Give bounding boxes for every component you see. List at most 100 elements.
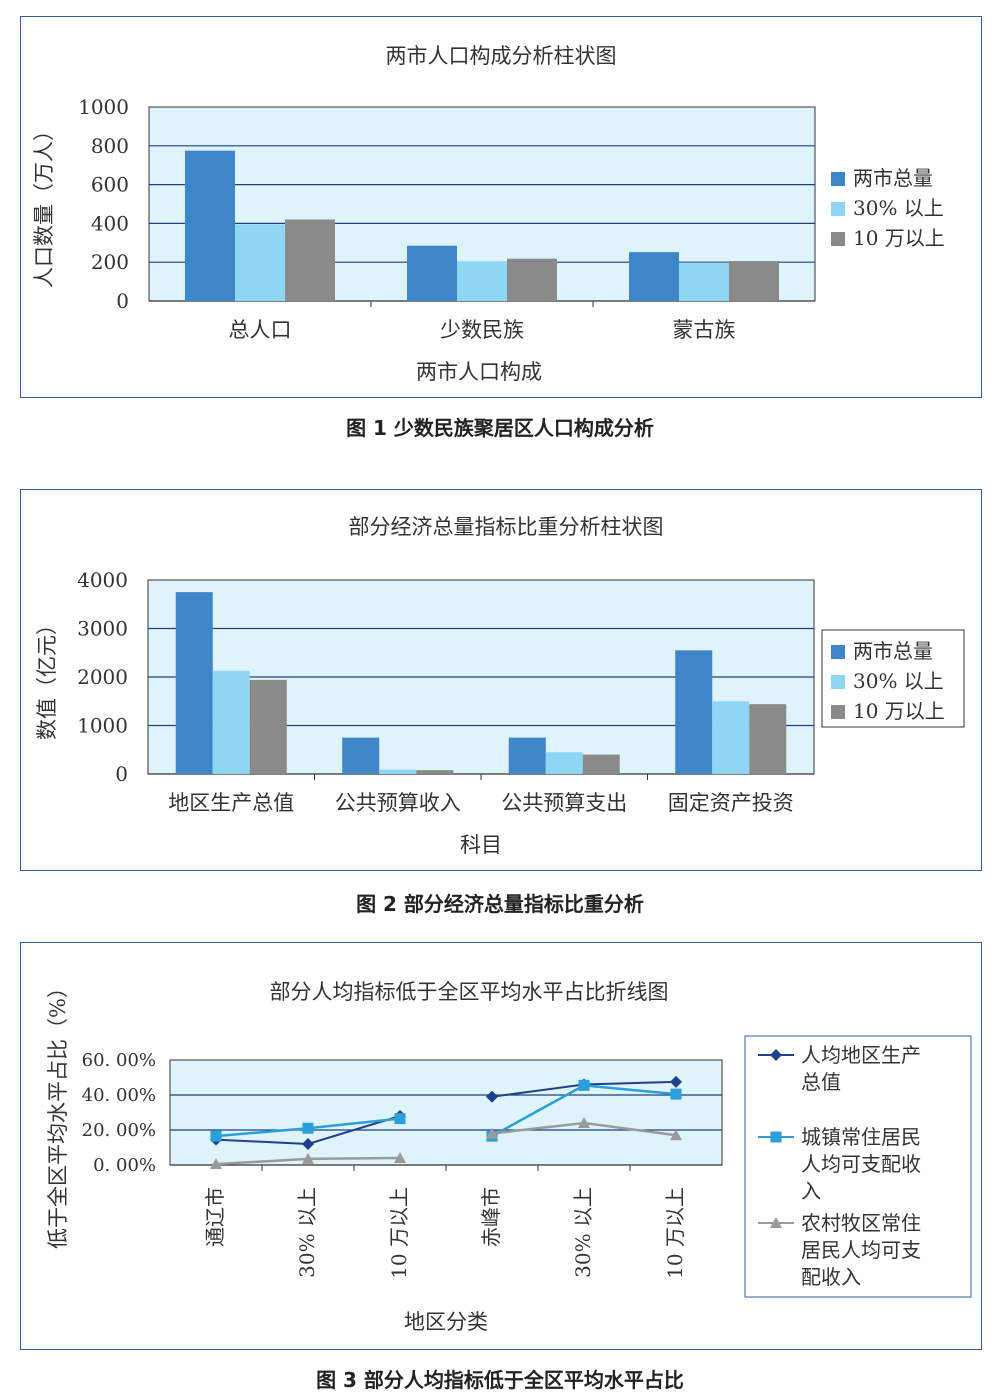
chart-title: 部分人均指标低于全区平均水平占比折线图 <box>270 980 669 1004</box>
x-category-label: 地区生产总值 <box>168 791 294 815</box>
legend-swatch <box>831 232 845 246</box>
legend-swatch <box>831 172 845 186</box>
data-point <box>670 1075 682 1088</box>
bar <box>407 245 457 301</box>
legend-label: 30% 以上 <box>853 669 944 693</box>
data-point <box>670 1088 682 1100</box>
data-point <box>670 1129 682 1141</box>
legend-label: 10 万以上 <box>853 699 945 723</box>
bar <box>249 679 287 774</box>
bar <box>212 670 250 774</box>
legend-label: 人均可支配收 <box>801 1152 921 1176</box>
y-tick-label: 60. 00% <box>82 1050 156 1071</box>
legend-marker <box>770 1217 782 1228</box>
x-axis-title: 科目 <box>460 833 502 857</box>
data-point <box>486 1127 498 1139</box>
bar <box>729 261 779 301</box>
y-tick-label: 20. 00% <box>82 1120 156 1141</box>
bar <box>629 252 679 301</box>
legend-label: 农村牧区常住 <box>801 1211 921 1235</box>
x-category-label: 公共预算支出 <box>501 791 627 815</box>
bar <box>285 219 335 301</box>
figure-2-chart: 部分经济总量指标比重分析柱状图 4000 3000 2000 1000 0 地区生产总值 公共… <box>35 515 965 857</box>
x-category-label: 通辽市 <box>203 1187 227 1247</box>
bar <box>582 754 620 774</box>
y-tick-label: 0 <box>115 762 128 786</box>
bar <box>679 262 729 301</box>
figure-1-frame: 两市人口构成分析柱状图 1000 800 600 400 200 0 总人口 少数民族 蒙古族 两市… <box>20 16 982 398</box>
legend-label: 两市总量 <box>853 166 933 190</box>
figure-1-caption: 图 1 少数民族聚居区人口构成分析 <box>346 416 654 440</box>
x-category-label: 30% 以上 <box>571 1187 595 1278</box>
y-tick-label: 1000 <box>77 714 128 738</box>
data-point <box>578 1117 590 1128</box>
legend-marker <box>770 1131 782 1143</box>
y-tick-label: 4000 <box>77 568 128 592</box>
legend-swatch <box>831 705 845 719</box>
y-axis-title: 数值（亿元） <box>35 614 59 740</box>
x-category-label: 固定资产投资 <box>668 791 794 815</box>
y-tick-label: 1000 <box>78 95 129 119</box>
legend-box <box>744 1035 972 1298</box>
bar <box>712 701 750 774</box>
bar <box>457 261 507 301</box>
legend-label: 总值 <box>801 1070 841 1094</box>
figure-3-chart: 部分人均指标低于全区平均水平占比折线图 60. 00% 40. 00% 20. 00%… <box>46 977 972 1334</box>
y-tick-label: 3000 <box>77 617 128 641</box>
y-tick-label: 600 <box>91 173 129 197</box>
chart-title: 部分经济总量指标比重分析柱状图 <box>349 515 664 539</box>
data-point <box>302 1138 314 1150</box>
figure-2-caption: 图 2 部分经济总量指标比重分析 <box>356 892 644 916</box>
x-category-label: 30% 以上 <box>295 1187 319 1278</box>
legend-label: 配收入 <box>801 1265 861 1289</box>
legend-label: 居民人均可支 <box>801 1238 921 1262</box>
y-tick-label: 2000 <box>77 665 128 689</box>
bar <box>379 769 417 774</box>
y-axis-title: 低于全区平均水平占比（%） <box>46 977 70 1249</box>
chart-title: 两市人口构成分析柱状图 <box>386 44 617 68</box>
x-axis-title: 地区分类 <box>404 1310 488 1334</box>
y-axis-title: 人口数量（万人） <box>32 120 56 288</box>
figure-2-frame: 部分经济总量指标比重分析柱状图 4000 3000 2000 1000 0 地区生产总值 公共… <box>20 489 982 871</box>
x-category-label: 公共预算收入 <box>335 791 461 815</box>
data-point <box>394 1113 406 1125</box>
y-tick-label: 400 <box>91 211 129 235</box>
legend-swatch <box>831 202 845 216</box>
x-category-label: 蒙古族 <box>673 318 736 342</box>
data-point <box>302 1152 314 1164</box>
legend-box <box>821 629 965 728</box>
legend-label: 人均地区生产 <box>801 1043 921 1067</box>
bar <box>508 737 546 774</box>
bar <box>342 737 380 774</box>
figure-3-frame: 部分人均指标低于全区平均水平占比折线图 60. 00% 40. 00% 20. 00%… <box>20 942 982 1350</box>
legend-marker <box>770 1049 782 1061</box>
legend-label: 30% 以上 <box>853 196 944 220</box>
legend-label: 入 <box>801 1179 821 1203</box>
data-point <box>486 1090 498 1103</box>
bar <box>545 752 583 774</box>
legend-swatch <box>831 675 845 689</box>
x-category-label: 总人口 <box>229 318 292 342</box>
legend-label: 城镇常住居民 <box>801 1125 921 1149</box>
x-category-label: 少数民族 <box>440 318 524 342</box>
y-tick-label: 0 <box>116 289 129 313</box>
y-tick-label: 800 <box>91 134 129 158</box>
y-tick-label: 200 <box>91 250 129 274</box>
bar <box>235 224 285 301</box>
data-point <box>394 1152 406 1163</box>
bar <box>185 150 235 301</box>
data-point <box>302 1122 314 1134</box>
y-tick-label: 40. 00% <box>82 1085 156 1106</box>
bar <box>749 704 787 774</box>
x-category-label: 10 万以上 <box>663 1187 687 1279</box>
plot-area <box>169 1059 723 1166</box>
legend-label: 两市总量 <box>853 639 933 663</box>
bar <box>675 650 713 774</box>
bar <box>175 592 213 774</box>
legend-swatch <box>831 645 845 659</box>
data-point <box>210 1130 222 1142</box>
x-axis-title: 两市人口构成 <box>416 360 542 384</box>
data-point <box>210 1158 222 1170</box>
figure-3-caption: 图 3 部分人均指标低于全区平均水平占比 <box>316 1368 684 1392</box>
